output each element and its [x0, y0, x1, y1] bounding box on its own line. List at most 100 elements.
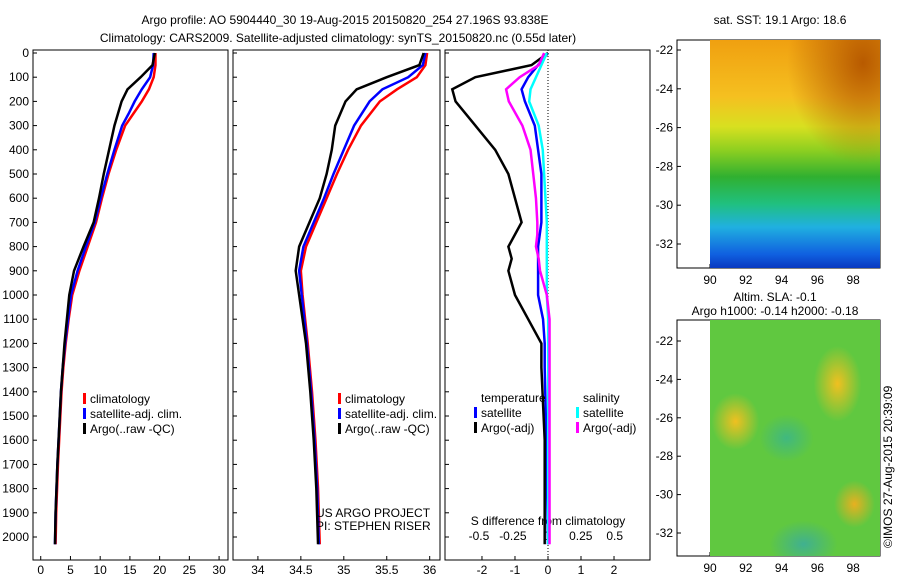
y-tick-label: -28 — [656, 449, 674, 463]
legend-label: satellite — [583, 406, 624, 420]
x-tick-label: 10 — [94, 563, 108, 577]
series-line — [527, 52, 550, 545]
salinity-profile: 34 34.5 35 35.5 36 salinity climatologysatelli… — [232, 49, 441, 580]
y-tick-label: -26 — [656, 121, 674, 135]
y-tick-label: -22 — [656, 43, 674, 57]
series-line — [504, 52, 551, 545]
y-tick-label: 100 — [9, 70, 29, 84]
series-line — [294, 52, 425, 545]
y-tick-label: -26 — [656, 411, 674, 425]
legend-swatch — [83, 423, 86, 434]
map-title: sat. SST: 19.1 Argo: 18.6 — [714, 13, 847, 27]
y-tick-label: -24 — [656, 372, 674, 386]
x-tick-label: -2 — [477, 563, 488, 577]
x-tick-label: 34.5 — [289, 563, 313, 577]
x-tick-label: -1 — [510, 563, 521, 577]
x-tick-label: 90 — [703, 273, 717, 287]
y-tick-label: 1300 — [2, 361, 29, 375]
legend-label: satellite-adj. clim. — [90, 407, 182, 421]
legend-label: Argo(-adj) — [481, 421, 534, 435]
y-tick-label: -32 — [656, 526, 674, 540]
y-tick-label: -24 — [656, 82, 674, 96]
y-tick-label: 900 — [9, 264, 29, 278]
x2-tick-label: -0.25 — [499, 529, 527, 543]
x-tick-label: 2 — [611, 563, 618, 577]
y-tick-label: -22 — [656, 334, 674, 348]
legend-swatch — [474, 422, 477, 433]
x-tick-label: 90 — [703, 561, 717, 575]
title-line1: Argo profile: AO 5904440_30 19-Aug-2015 … — [141, 13, 548, 27]
pi-text: PI: STEPHEN RISER — [316, 519, 431, 533]
x-tick-label: 25 — [183, 563, 197, 577]
sla-map-image — [710, 320, 880, 556]
series-line — [450, 51, 549, 545]
series-line — [299, 52, 429, 545]
y-tick-label: 1500 — [2, 409, 29, 423]
x-tick-label: 0 — [37, 563, 44, 577]
temperature-profile: 0100200300400500600700800900100011001200… — [2, 46, 229, 580]
y-tick-label: -30 — [656, 198, 674, 212]
sst-map: 90 92 94 96 98 -22 -24 -26 -28 -30 -32 sat. SST: 19… — [656, 13, 881, 287]
y-tick-label: 1100 — [3, 312, 29, 326]
x-tick-label: 20 — [153, 563, 167, 577]
legend-title-temperature: temperature — [481, 391, 546, 405]
map-title-line2: Argo h1000: -0.14 h2000: -0.18 — [692, 304, 859, 318]
x-tick-label: 34 — [251, 563, 265, 577]
x-tick-label: 94 — [775, 273, 789, 287]
title-line2: Climatology: CARS2009. Satellite-adjuste… — [100, 31, 576, 45]
legend-swatch — [83, 393, 86, 404]
y-tick-label: 0 — [22, 46, 29, 60]
x-tick-label: 15 — [123, 563, 137, 577]
x-axis-label: temperature (deg C) — [76, 578, 184, 580]
y-tick-label: 300 — [9, 119, 29, 133]
y-tick-label: 2000 — [2, 530, 29, 544]
legend-label: Argo(-adj) — [583, 421, 636, 435]
y-tick-label: 1900 — [2, 506, 29, 520]
y-tick-label: -30 — [656, 488, 674, 502]
x-tick-label: 0 — [545, 563, 552, 577]
x-tick-label: 30 — [212, 563, 226, 577]
x-tick-label: 96 — [811, 273, 825, 287]
legend-label: Argo(..raw -QC) — [345, 422, 430, 436]
x-tick-label: 94 — [775, 561, 789, 575]
x-tick-label: 35 — [337, 563, 351, 577]
legend-label: satellite-adj. clim. — [345, 407, 437, 421]
series-line — [520, 52, 550, 545]
x-tick-label: 92 — [739, 561, 753, 575]
x-tick-label: 5 — [67, 563, 74, 577]
legend-label: satellite — [481, 406, 522, 420]
x-tick-label: 96 — [811, 561, 825, 575]
legend-swatch — [338, 393, 341, 404]
y-tick-label: 1800 — [2, 482, 29, 496]
y-tick-label: 1400 — [2, 385, 29, 399]
difference-profile: -2-1012T difference from climatologyS di… — [444, 49, 651, 580]
x-tick-label: 35.5 — [375, 563, 399, 577]
axes-frame — [232, 49, 441, 561]
y-tick-label: 1200 — [2, 336, 29, 350]
legend-label: climatology — [90, 392, 150, 406]
legend-swatch — [576, 422, 579, 433]
y-tick-label: 400 — [9, 143, 29, 157]
x-axis-label: T difference from climatology — [471, 578, 625, 580]
x-tick-label: 92 — [739, 273, 753, 287]
legend-label: climatology — [345, 392, 405, 406]
y-tick-label: 200 — [9, 94, 29, 108]
sst-map-image — [710, 40, 880, 268]
y-tick-label: 1700 — [2, 457, 29, 471]
credit-text: US ARGO PROJECT — [316, 506, 431, 520]
series-line — [53, 52, 157, 545]
x-tick-label: 36 — [423, 563, 437, 577]
x-tick-label: 98 — [846, 273, 860, 287]
x2-tick-label: -0.5 — [469, 529, 490, 543]
legend-title-salinity: salinity — [583, 391, 620, 405]
x-axis-label: salinity — [318, 578, 355, 580]
legend-label: Argo(..raw -QC) — [90, 422, 175, 436]
x-tick-label: 98 — [846, 561, 860, 575]
y-tick-label: 800 — [9, 240, 29, 254]
y-tick-label: 500 — [9, 167, 29, 181]
y-tick-label: 700 — [9, 215, 29, 229]
legend-swatch — [576, 407, 579, 418]
legend-swatch — [338, 423, 341, 434]
